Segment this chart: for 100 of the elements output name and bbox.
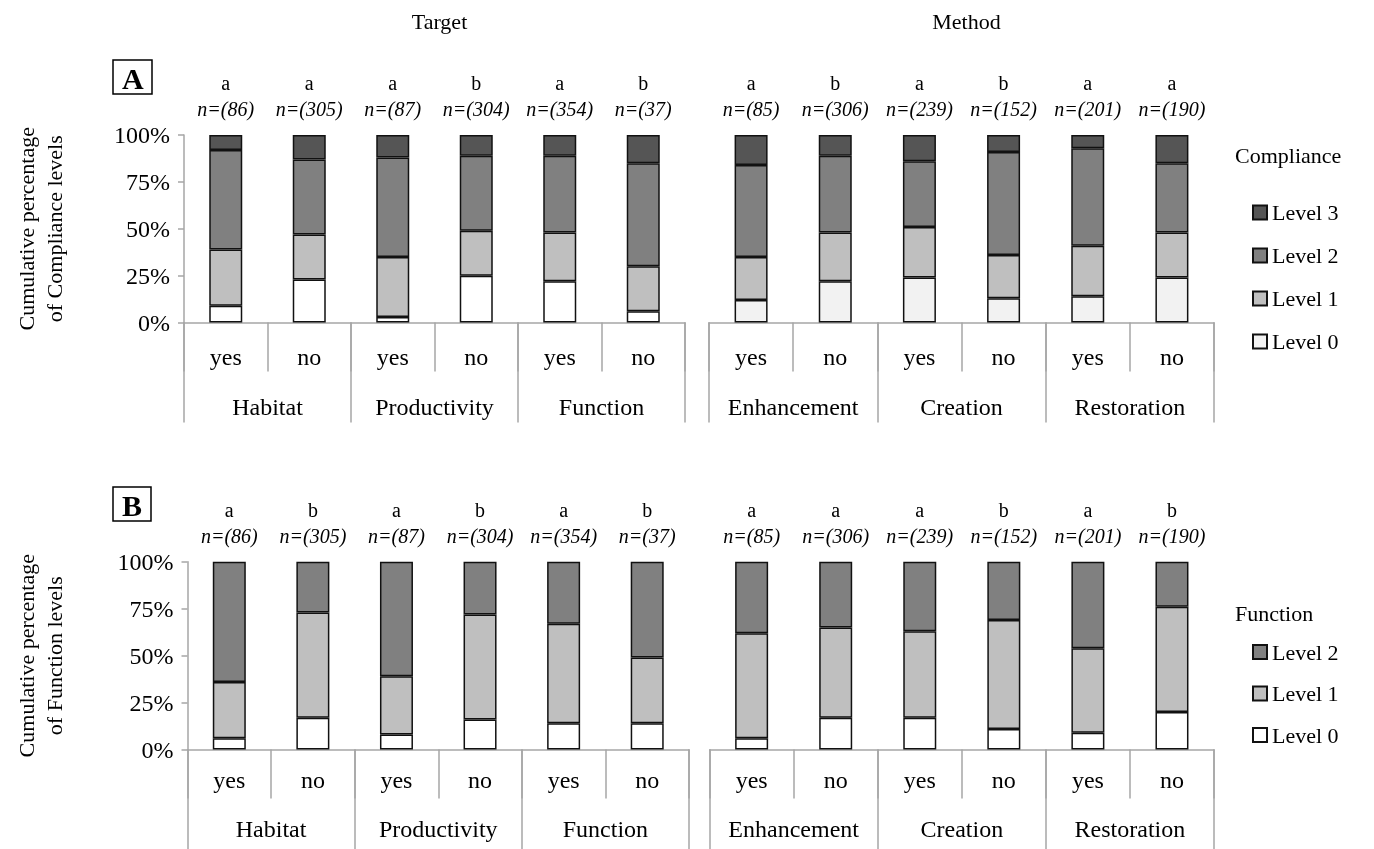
- x-tick-label: no: [297, 343, 322, 370]
- text: n=(239): [886, 525, 954, 548]
- text: a: [221, 72, 231, 94]
- x-tick-label: yes: [543, 343, 576, 370]
- legend-label: Level 0: [1272, 329, 1339, 354]
- text: Enhancement: [727, 393, 859, 420]
- text: a: [1083, 72, 1093, 94]
- y-tick-label: 0%: [141, 736, 174, 763]
- legend-title: Function: [1235, 601, 1314, 627]
- text: a: [831, 499, 841, 521]
- text: n=(201): [1054, 525, 1122, 548]
- y-axis-title: Cumulative percentage of Function levels: [13, 553, 67, 758]
- y-tick-label: 0%: [138, 309, 170, 336]
- text: a: [559, 499, 569, 521]
- text: a: [1167, 72, 1177, 94]
- text: Restoration: [1074, 393, 1186, 420]
- x-tick-label: no: [991, 766, 1016, 793]
- y-tick-label: 25%: [129, 689, 174, 716]
- text: Productivity: [375, 393, 494, 420]
- y-axis-title: Cumulative percentage of Compliance levels: [13, 127, 67, 331]
- text: a: [224, 499, 234, 521]
- text: n=(190): [1138, 98, 1206, 121]
- text: b: [471, 72, 482, 94]
- x-tick-label: yes: [903, 766, 936, 793]
- text: n=(306): [802, 525, 870, 548]
- y-tick-label: 50%: [129, 642, 174, 669]
- x-tick-label: yes: [1071, 766, 1104, 793]
- legend-label: Level 3: [1272, 200, 1339, 225]
- text: n=(86): [200, 525, 259, 548]
- x-tick-label: no: [468, 766, 493, 793]
- text: a: [392, 499, 402, 521]
- text: n=(305): [275, 98, 343, 121]
- chart-subtitle: A: [122, 61, 144, 95]
- text: Habitat: [232, 393, 304, 420]
- text: Enhancement: [728, 815, 860, 842]
- text: a: [746, 72, 756, 94]
- legend-label: Level 1: [1272, 286, 1339, 311]
- y-tick-label: 50%: [126, 215, 170, 242]
- y-tick-label: 75%: [126, 168, 170, 195]
- text: n=(86): [197, 98, 255, 121]
- text: n=(85): [722, 98, 780, 121]
- text: n=(190): [1138, 525, 1206, 548]
- x-tick-label: yes: [213, 766, 246, 793]
- y-tick-label: 75%: [129, 595, 174, 622]
- x-tick-label: no: [991, 343, 1016, 370]
- x-tick-label: yes: [376, 343, 409, 370]
- text: Function: [562, 815, 649, 842]
- legend-label: Level 0: [1272, 722, 1339, 748]
- x-tick-label: no: [1159, 766, 1184, 793]
- x-tick-label: yes: [209, 343, 242, 370]
- text: Habitat: [235, 815, 307, 842]
- text: n=(87): [368, 525, 426, 548]
- text: n=(85): [723, 525, 781, 548]
- text: b: [638, 72, 649, 94]
- chart-subtitle: B: [122, 488, 143, 522]
- text: b: [998, 499, 1009, 521]
- x-tick-label: yes: [735, 766, 768, 793]
- text: a: [555, 72, 565, 94]
- text: n=(304): [446, 525, 514, 548]
- text: n=(152): [970, 98, 1038, 121]
- text: n=(201): [1054, 98, 1122, 121]
- text: Productivity: [378, 815, 498, 842]
- text: a: [915, 499, 925, 521]
- text: n=(87): [364, 98, 422, 121]
- y-tick-label: 100%: [114, 122, 170, 148]
- text: n=(37): [614, 98, 672, 121]
- legend-label: Level 2: [1272, 639, 1339, 665]
- legend-label: Level 2: [1272, 243, 1339, 268]
- text: a: [747, 499, 757, 521]
- x-tick-label: yes: [735, 343, 768, 370]
- text: b: [642, 499, 653, 521]
- x-tick-label: no: [464, 343, 489, 370]
- text: n=(152): [970, 525, 1038, 548]
- text: b: [830, 72, 841, 94]
- text: a: [304, 72, 314, 94]
- text: n=(239): [886, 98, 954, 121]
- x-tick-label: yes: [547, 766, 580, 793]
- legend-title: Compliance: [1235, 142, 1342, 168]
- text: n=(354): [526, 98, 594, 121]
- text: n=(305): [279, 525, 347, 548]
- legend-label: Level 1: [1272, 681, 1339, 706]
- text: Creation: [920, 815, 1004, 842]
- text: a: [1083, 499, 1093, 521]
- y-tick-label: 100%: [117, 548, 174, 575]
- chart-title: Method: [932, 8, 1001, 34]
- text: a: [388, 72, 398, 94]
- x-tick-label: yes: [1071, 343, 1104, 370]
- text: b: [475, 499, 486, 521]
- y-tick-label: 25%: [126, 262, 170, 289]
- x-tick-label: no: [823, 766, 848, 793]
- text: Creation: [920, 393, 1003, 420]
- text: n=(37): [618, 525, 676, 548]
- x-tick-label: no: [1159, 343, 1184, 370]
- x-tick-label: yes: [903, 343, 936, 370]
- text: n=(354): [530, 525, 598, 548]
- text: Restoration: [1074, 815, 1186, 842]
- x-tick-label: no: [300, 766, 325, 793]
- text: b: [307, 499, 318, 521]
- text: a: [914, 72, 924, 94]
- text: n=(304): [442, 98, 510, 121]
